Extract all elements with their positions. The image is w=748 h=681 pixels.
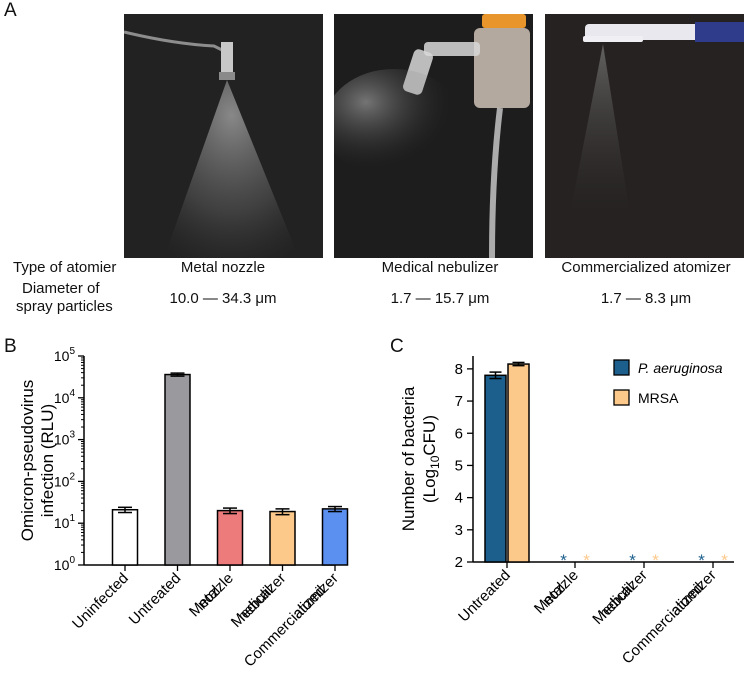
bar [111, 508, 139, 566]
panel-b-letter: B [4, 336, 17, 357]
significance-star: * [652, 551, 659, 570]
chart-b: 100 101 102 103 104 105 Omicron-pseudovirus inf… [18, 346, 349, 670]
panel-c-letter: C [390, 336, 404, 357]
y-tick-label: 102 [54, 471, 76, 489]
legend-label: P. aeruginosa [638, 360, 723, 376]
y-tick-label: 2 [455, 554, 463, 571]
x-tick-label: Untreated [126, 570, 185, 629]
commercialized-atomizer-diameter: 1.7 — 8.3 μm [600, 290, 692, 307]
medical-nebulizer-diameter: 1.7 — 15.7 μm [390, 290, 490, 307]
bar [507, 363, 530, 563]
metal-nozzle-photo [124, 14, 323, 258]
y-tick-label: 103 [54, 430, 76, 448]
y-axis-label-line2: (Log10CFU) [420, 415, 442, 503]
legend-label: MRSA [638, 390, 679, 406]
bar [484, 374, 507, 563]
x-tick-label: atomizer [289, 570, 342, 623]
commercialized-atomizer-type: Commercialized atomizer [561, 259, 731, 276]
y-tick-label: 6 [455, 425, 463, 442]
x-tick-label: nozzle [539, 567, 582, 610]
metal-nozzle-type: Metal nozzle [180, 259, 266, 276]
y-tick-label: 105 [54, 346, 76, 364]
x-tick-label: Untreated [455, 567, 514, 626]
x-tick-label: Uninfected [69, 570, 132, 633]
commercialized-atomizer-photo-art [545, 14, 744, 258]
y-tick-label: 101 [54, 513, 76, 531]
diameter-label-line1: Diameter of [22, 280, 100, 297]
significance-star: * [560, 551, 567, 570]
metal-nozzle-photo-art [124, 14, 323, 258]
chart-c: 2 3 4 5 6 7 8 Number of bacteria (Log10CFU) Untre… [399, 356, 734, 667]
x-tick-label: atomizer [667, 567, 720, 620]
significance-star: * [583, 551, 590, 570]
y-tick-label: 7 [455, 393, 463, 410]
legend-swatch [613, 389, 630, 406]
y-tick-label: 5 [455, 457, 463, 474]
y-tick-label: 104 [54, 388, 76, 406]
bar [164, 373, 191, 566]
y-axis-label-line1: Omicron-pseudovirus [18, 380, 37, 542]
type-of-atomizer-label: Type of atomier [13, 259, 117, 276]
y-tick-label: 100 [54, 555, 76, 573]
medical-nebulizer-photo [334, 14, 533, 258]
metal-nozzle-diameter: 10.0 — 34.3 μm [169, 290, 277, 307]
x-tick-label: nebulizer [596, 567, 651, 622]
panel-a-letter: A [4, 0, 17, 21]
legend-swatch [613, 359, 630, 376]
commercialized-atomizer-photo [545, 14, 744, 258]
x-tick-label: nebulizer [234, 570, 289, 625]
significance-star: * [698, 551, 705, 570]
medical-nebulizer-photo-art [334, 14, 533, 258]
bar [269, 510, 296, 566]
y-tick-label: 3 [455, 522, 463, 539]
y-tick-label: 8 [455, 361, 463, 378]
y-tick-label: 4 [455, 490, 463, 507]
medical-nebulizer-type: Medical nebulizer [381, 259, 499, 276]
bar [321, 508, 349, 566]
x-tick-label: nozzle [194, 570, 237, 613]
bar [216, 509, 244, 566]
y-axis-label-line2: infection (RLU) [38, 404, 57, 517]
significance-star: * [629, 551, 636, 570]
y-axis-label-line1: Number of bacteria [399, 386, 418, 531]
diameter-label-line2: spray particles [16, 298, 113, 315]
significance-star: * [721, 551, 728, 570]
